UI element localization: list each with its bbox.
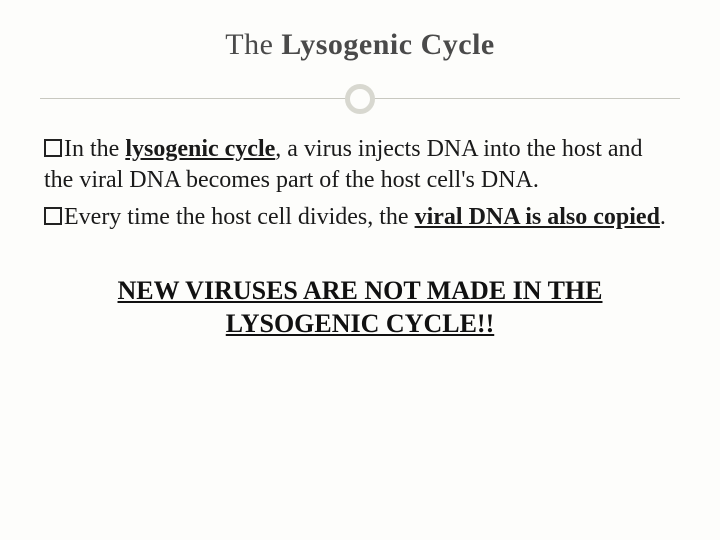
square-bullet-icon bbox=[44, 207, 62, 225]
emphasis-line2: LYSOGENIC CYCLE!! bbox=[226, 309, 494, 338]
divider-circle-icon bbox=[345, 84, 375, 114]
bullet-item: Every time the host cell divides, the vi… bbox=[44, 202, 676, 233]
emphasis-statement: NEW VIRUSES ARE NOT MADE IN THE LYSOGENI… bbox=[44, 274, 676, 342]
bullet-pre: Every time the host cell divides, the bbox=[64, 204, 415, 230]
title-divider bbox=[40, 80, 680, 120]
body-text: In the lysogenic cycle, a virus injects … bbox=[40, 134, 680, 341]
title-prefix: The bbox=[225, 28, 281, 61]
bullet-item: In the lysogenic cycle, a virus injects … bbox=[44, 134, 676, 196]
bullet-post: . bbox=[660, 204, 666, 230]
title-bold: Lysogenic Cycle bbox=[281, 28, 494, 61]
bullet-underlined: viral DNA is also copied bbox=[415, 204, 660, 230]
slide-container: The Lysogenic Cycle In the lysogenic cyc… bbox=[0, 0, 720, 540]
slide-title: The Lysogenic Cycle bbox=[40, 28, 680, 62]
bullet-pre: In the bbox=[64, 136, 125, 162]
emphasis-line1: NEW VIRUSES ARE NOT MADE IN THE bbox=[118, 276, 603, 305]
bullet-underlined: lysogenic cycle bbox=[125, 136, 275, 162]
square-bullet-icon bbox=[44, 139, 62, 157]
